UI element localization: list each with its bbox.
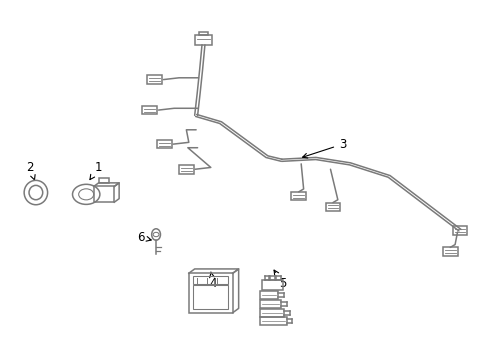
Text: 3: 3 <box>302 138 346 158</box>
Bar <box>143 106 157 114</box>
Bar <box>193 276 228 284</box>
Bar <box>292 192 306 201</box>
Bar <box>260 318 287 325</box>
Text: 5: 5 <box>274 270 287 291</box>
Text: 4: 4 <box>210 272 217 291</box>
Bar <box>99 178 109 183</box>
Bar <box>262 280 283 290</box>
Bar <box>260 291 278 299</box>
Bar <box>443 247 458 256</box>
Bar <box>147 75 162 84</box>
Text: 2: 2 <box>26 161 35 180</box>
Bar <box>94 186 114 202</box>
Bar <box>157 140 171 148</box>
Bar <box>326 203 340 211</box>
Bar <box>199 32 208 35</box>
Bar <box>453 226 467 234</box>
Bar <box>179 165 194 174</box>
Bar <box>189 273 233 313</box>
Text: 6: 6 <box>137 231 151 244</box>
Bar <box>260 309 284 316</box>
Text: 1: 1 <box>90 161 102 180</box>
Bar <box>195 35 212 45</box>
Bar <box>193 285 228 310</box>
Bar <box>260 300 281 308</box>
